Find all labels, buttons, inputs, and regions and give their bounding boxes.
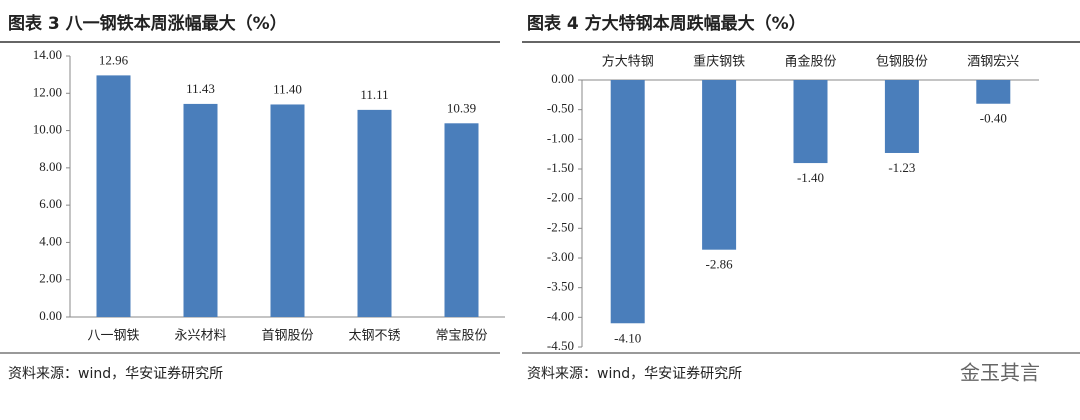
x-tick-label: 八一钢铁 [87, 329, 139, 344]
bar [357, 109, 392, 317]
y-tick-label: 8.00 [39, 159, 62, 174]
value-label: -1.23 [888, 160, 915, 175]
source: 资料来源：wind，华安证券研究所 [8, 366, 223, 382]
x-tick-label: 方大特钢 [602, 54, 654, 70]
chart-title: 图表 4 方大特钢本周跌幅最大（%） [527, 13, 806, 34]
value-label: 11.43 [186, 81, 215, 96]
value-label: -2.86 [706, 257, 734, 272]
bar [270, 104, 305, 317]
x-tick-label: 太钢不锈 [348, 329, 400, 344]
y-tick-label: -4.50 [547, 338, 574, 353]
y-tick-label: -2.00 [547, 190, 574, 205]
value-label: -0.40 [980, 111, 1007, 126]
y-tick-label: -1.00 [547, 130, 574, 145]
y-tick-label: -1.50 [547, 160, 574, 175]
bar [793, 80, 828, 164]
bar [610, 80, 645, 324]
y-tick-label: -3.50 [547, 279, 574, 294]
y-tick-label: 0.00 [551, 71, 574, 86]
y-tick-label: 6.00 [39, 196, 62, 211]
y-tick-label: -4.00 [547, 308, 574, 323]
y-tick-label: 14.00 [33, 47, 62, 62]
bar [183, 103, 218, 317]
value-label: 10.39 [447, 100, 476, 115]
value-label: -1.40 [797, 170, 824, 185]
bar [884, 80, 919, 153]
y-tick-label: -3.00 [547, 249, 574, 264]
x-tick-label: 首钢股份 [261, 329, 313, 344]
y-tick-label: -2.50 [547, 219, 574, 234]
source: 资料来源：wind，华安证券研究所 [527, 366, 742, 382]
x-tick-label: 永兴材料 [174, 329, 226, 344]
x-tick-label: 甬金股份 [784, 54, 836, 70]
y-tick-label: 4.00 [39, 233, 62, 248]
bar [96, 75, 131, 317]
value-label: -4.10 [614, 330, 641, 345]
x-tick-label: 酒钢宏兴 [967, 55, 1019, 70]
chart-title: 图表 3 八一钢铁本周涨幅最大（%） [8, 13, 287, 34]
y-tick-label: 0.00 [39, 308, 62, 323]
value-label: 11.11 [360, 87, 388, 102]
watermark: 金玉其言 [960, 361, 1040, 385]
x-tick-label: 常宝股份 [435, 329, 487, 344]
y-tick-label: 2.00 [39, 271, 62, 286]
bar [976, 80, 1011, 104]
y-tick-label: -0.50 [547, 101, 574, 116]
x-tick-label: 包钢股份 [876, 55, 928, 70]
value-label: 11.40 [273, 81, 302, 96]
bar [702, 80, 737, 250]
x-tick-label: 重庆钢铁 [693, 54, 745, 70]
bar [444, 123, 479, 317]
y-tick-label: 12.00 [33, 84, 62, 99]
value-label: 12.96 [99, 52, 129, 67]
y-tick-label: 10.00 [33, 122, 62, 137]
